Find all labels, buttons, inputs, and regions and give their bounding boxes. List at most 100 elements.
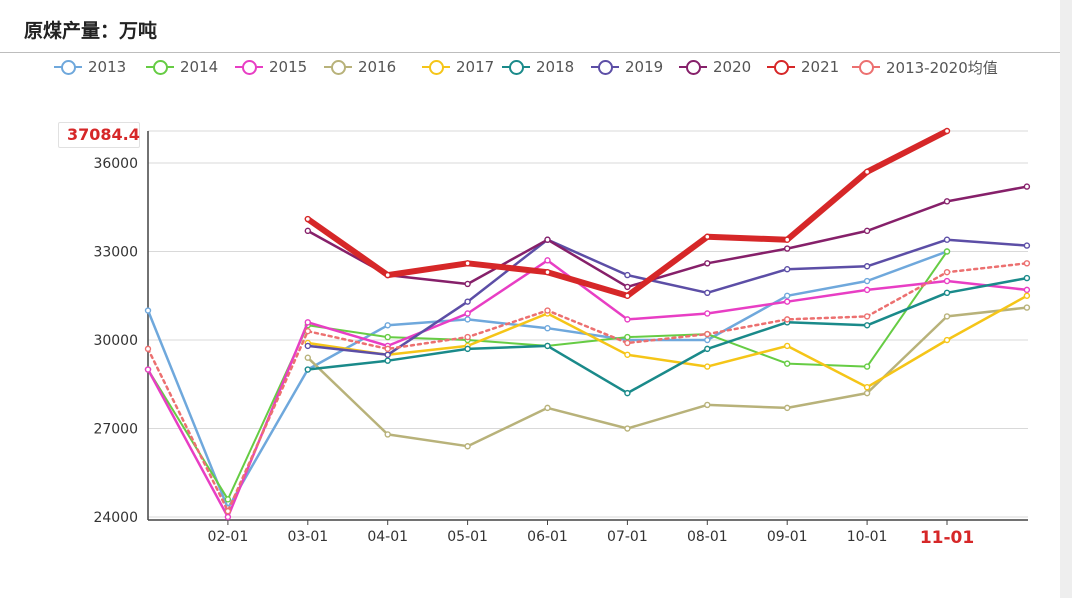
data-point [1023, 183, 1031, 190]
max-value-text: 37084.4 [67, 125, 140, 144]
series-line-5 [306, 276, 1029, 395]
data-point [784, 292, 791, 299]
data-point [784, 404, 791, 412]
legend-item-4[interactable]: 2017 [422, 57, 494, 77]
data-point [304, 342, 311, 350]
x-tick-label: 08-01 [687, 529, 728, 545]
series-line-8 [304, 128, 950, 299]
x-tick-label: 04-01 [367, 529, 408, 545]
legend-swatch-icon [146, 57, 174, 77]
data-point [464, 280, 471, 288]
legend-item-0[interactable]: 2013 [54, 57, 126, 77]
data-point [544, 307, 551, 314]
legend-item-2[interactable]: 2015 [235, 57, 307, 77]
data-point [863, 227, 871, 235]
data-point [464, 260, 471, 267]
data-point [224, 507, 232, 515]
legend-label: 2017 [456, 58, 495, 76]
x-tick-label: 07-01 [607, 529, 648, 545]
data-point [464, 310, 471, 317]
y-tick-label: 24000 [93, 510, 138, 526]
data-point [464, 443, 471, 450]
data-point [704, 233, 711, 240]
data-point [464, 333, 471, 341]
x-tick-label-highlight: 11-01 [920, 528, 974, 548]
data-point [784, 360, 791, 367]
legend-item-8[interactable]: 2021 [767, 57, 839, 77]
data-point [384, 345, 391, 353]
data-point [624, 339, 631, 347]
data-point [863, 322, 871, 329]
data-point [784, 266, 791, 273]
data-point [1023, 286, 1031, 294]
legend-label: 2015 [269, 58, 308, 76]
series-line-9 [146, 262, 1029, 513]
legend-item-3[interactable]: 2016 [324, 57, 396, 77]
legend-label: 2016 [358, 58, 397, 76]
data-point [863, 263, 871, 270]
legend-label: 2013-2020均值 [886, 58, 998, 77]
legend-swatch-icon [767, 57, 795, 77]
data-point [1023, 260, 1031, 267]
legend-swatch-icon [502, 57, 530, 77]
data-point [784, 342, 791, 350]
legend-swatch-icon [591, 57, 619, 77]
data-point [943, 277, 951, 285]
data-point [943, 236, 951, 243]
data-point [624, 283, 631, 291]
data-point [384, 351, 391, 358]
data-point [624, 389, 631, 397]
series-line-3 [306, 306, 1029, 448]
data-point [624, 425, 631, 432]
data-point [863, 363, 871, 370]
data-point [943, 336, 951, 344]
data-point [704, 260, 711, 267]
data-point [304, 215, 311, 223]
data-point [943, 127, 951, 135]
series-line-2 [146, 259, 1029, 519]
legend-label: 2019 [625, 58, 664, 76]
x-tick-label: 03-01 [287, 529, 328, 545]
data-point [943, 289, 951, 297]
legend-swatch-icon [679, 57, 707, 77]
legend-item-9[interactable]: 2013-2020均值 [852, 57, 998, 77]
x-tick-label: 09-01 [767, 529, 808, 545]
x-tick-label: 10-01 [847, 529, 888, 545]
data-point [544, 325, 551, 332]
data-point [544, 257, 551, 264]
data-point [943, 198, 951, 205]
legend-label: 2018 [536, 58, 575, 76]
y-tick-label: 30000 [93, 333, 138, 349]
legend-label: 2021 [801, 58, 840, 76]
series-line-7 [306, 185, 1029, 289]
legend-item-6[interactable]: 2019 [591, 57, 663, 77]
data-point [704, 330, 711, 338]
data-point [384, 357, 391, 364]
legend-item-7[interactable]: 2020 [679, 57, 751, 77]
data-point [863, 384, 871, 391]
data-point [704, 336, 711, 344]
data-point [624, 333, 631, 341]
data-point [704, 289, 711, 297]
legend-swatch-icon [324, 57, 352, 77]
legend-item-5[interactable]: 2018 [502, 57, 574, 77]
data-point [863, 277, 871, 285]
data-point [304, 366, 311, 373]
data-point [464, 298, 471, 305]
data-point [863, 313, 871, 320]
y-tick-label: 27000 [93, 422, 138, 438]
data-point [863, 168, 871, 176]
legend-item-1[interactable]: 2014 [146, 57, 218, 77]
series-line-6 [306, 238, 1029, 357]
max-value-label: 37084.4 [58, 122, 140, 148]
data-point [384, 333, 391, 341]
data-point [304, 354, 311, 361]
data-point [384, 271, 391, 279]
data-point [384, 322, 391, 329]
data-point [624, 292, 631, 299]
data-point [544, 268, 551, 276]
data-point [544, 236, 551, 243]
data-point [704, 345, 711, 353]
data-point [624, 351, 631, 358]
